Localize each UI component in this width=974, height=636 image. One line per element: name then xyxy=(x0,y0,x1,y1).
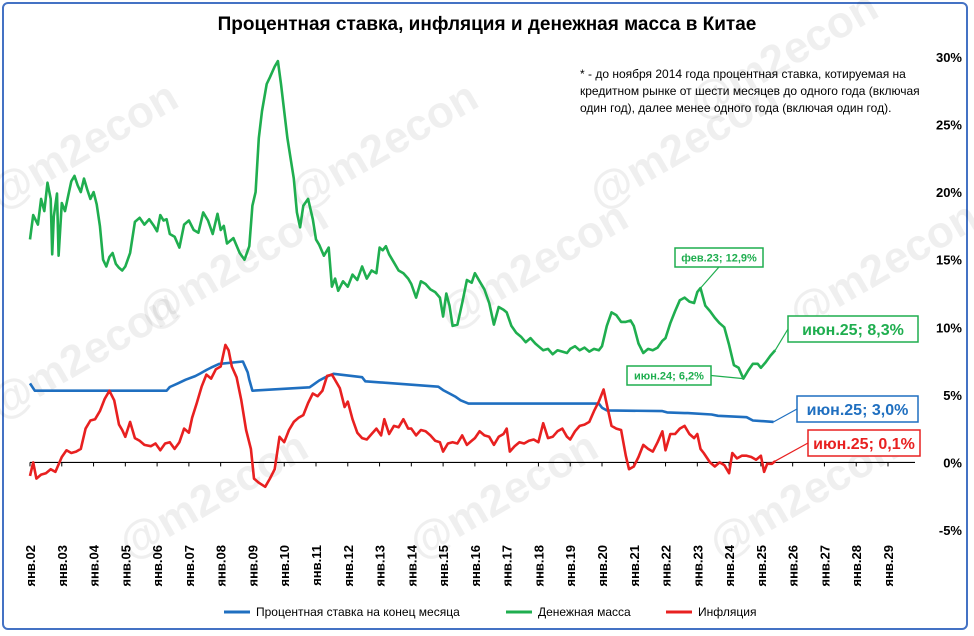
legend-label-2: Инфляция xyxy=(698,605,756,619)
x-tick-label: янв.22 xyxy=(659,545,674,587)
watermark-2: @m2econ xyxy=(281,72,487,219)
x-tick-label: янв.04 xyxy=(87,544,102,586)
callout-leader-line xyxy=(700,266,720,289)
watermark-10: @m2econ xyxy=(0,282,186,429)
x-tick-label: янв.20 xyxy=(595,545,610,587)
callout-box xyxy=(674,247,764,268)
legend-label-1: Денежная масса xyxy=(538,605,631,619)
x-tick-label: янв.12 xyxy=(341,545,356,587)
chart-note-line: кредитном рынке от шести месяцев до одно… xyxy=(580,84,920,98)
callout-leader-line xyxy=(710,374,744,380)
x-tick-label: янв.13 xyxy=(373,545,388,587)
y-tick-label: 20% xyxy=(936,185,962,200)
callout-leader-line xyxy=(774,442,809,462)
x-tick-label: янв.24 xyxy=(722,544,737,586)
y-tick-label: 0% xyxy=(943,455,962,470)
x-tick-label: янв.02 xyxy=(23,545,38,587)
callout-label: июн.25; 3,0% xyxy=(807,402,909,419)
callout-label: июн.24; 6,2% xyxy=(634,370,704,382)
series-line-1 xyxy=(28,59,777,380)
y-tick-label: -5% xyxy=(939,523,963,538)
x-tick-label: янв.17 xyxy=(500,545,515,587)
callout-leader-line xyxy=(773,408,798,423)
y-tick-label: 30% xyxy=(936,50,962,65)
x-tick-label: янв.19 xyxy=(563,545,578,587)
legend-label-0: Процентная ставка на конец месяца xyxy=(256,605,460,619)
x-tick-label: янв.25 xyxy=(754,545,769,587)
x-tick-label: янв.09 xyxy=(245,545,260,587)
x-tick-label: янв.03 xyxy=(55,545,70,587)
callout-leader-line xyxy=(774,328,789,351)
x-tick-label: янв.14 xyxy=(404,544,419,586)
x-tick-label: янв.10 xyxy=(277,545,292,587)
callout-box xyxy=(626,365,712,386)
chart-note-line: * - до ноября 2014 года процентная ставк… xyxy=(580,67,906,81)
callout-label: июн.25; 8,3% xyxy=(802,322,904,339)
y-tick-label: 25% xyxy=(936,118,962,133)
callout-box xyxy=(796,395,919,423)
chart-title: Процентная ставка, инфляция и денежная м… xyxy=(217,14,757,35)
x-tick-label: янв.23 xyxy=(690,545,705,587)
x-tick-label: янв.06 xyxy=(150,545,165,587)
x-tick-label: янв.27 xyxy=(817,545,832,587)
x-tick-label: янв.11 xyxy=(309,545,324,586)
x-tick-label: янв.08 xyxy=(214,545,229,587)
chart-note-line: один год), далее менее одного года (вклю… xyxy=(580,101,891,115)
y-tick-label: 10% xyxy=(936,320,962,335)
callout-label: фев.23; 12,9% xyxy=(681,252,757,264)
callout-box xyxy=(787,315,919,343)
y-tick-label: 5% xyxy=(943,388,962,403)
x-tick-label: янв.15 xyxy=(436,545,451,587)
x-tick-label: янв.18 xyxy=(531,545,546,587)
x-tick-label: янв.21 xyxy=(627,545,642,587)
x-tick-label: янв.29 xyxy=(881,545,896,587)
series-line-2 xyxy=(28,343,777,489)
x-tick-label: янв.07 xyxy=(182,545,197,587)
x-tick-label: янв.28 xyxy=(849,545,864,587)
x-tick-label: янв.05 xyxy=(118,545,133,587)
x-tick-label: янв.26 xyxy=(786,545,801,587)
callout-box xyxy=(807,429,921,457)
callout-label: июн.25; 0,1% xyxy=(813,436,915,453)
x-tick-label: янв.16 xyxy=(468,545,483,587)
watermark-0: @m2econ xyxy=(0,72,186,219)
y-tick-label: 15% xyxy=(936,253,962,268)
